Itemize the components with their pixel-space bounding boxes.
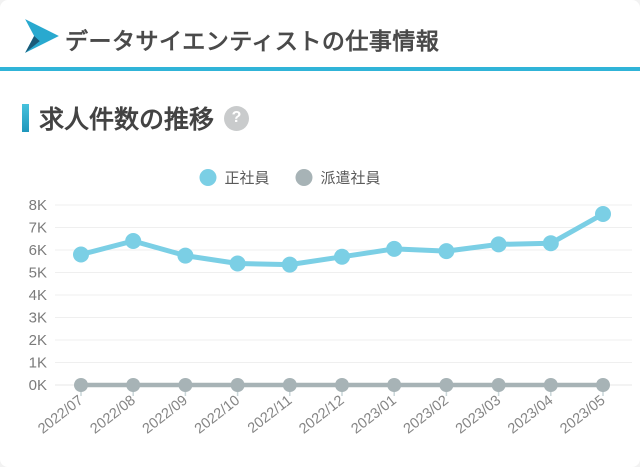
y-axis-tick-label: 6K (29, 242, 47, 259)
data-point[interactable] (229, 255, 246, 272)
data-point[interactable] (542, 235, 559, 252)
x-axis-tick-label: 2023/03 (453, 393, 504, 438)
chart-section-header: 求人件数の推移 ? (22, 100, 250, 136)
y-axis-tick-label: 2K (29, 332, 47, 349)
data-point[interactable] (438, 243, 455, 260)
data-point[interactable] (387, 378, 402, 392)
section-accent-bar (22, 104, 29, 132)
y-axis-tick-label: 4K (29, 287, 47, 304)
data-point[interactable] (386, 240, 403, 257)
header-divider (0, 67, 640, 71)
data-point[interactable] (335, 378, 349, 392)
data-point[interactable] (178, 378, 193, 392)
x-axis-tick-label: 2022/07 (35, 393, 86, 438)
legend-dot-regular-icon (199, 169, 217, 186)
y-axis-tick-label: 1K (29, 355, 47, 372)
x-axis-tick-label: 2022/10 (192, 393, 243, 438)
data-point[interactable] (490, 236, 507, 253)
arrow-logo-icon (25, 19, 59, 53)
x-axis-tick-label: 2023/01 (349, 393, 400, 438)
data-point[interactable] (126, 378, 141, 392)
data-point[interactable] (543, 378, 558, 392)
y-axis-tick-label: 0K (29, 377, 47, 394)
data-point[interactable] (334, 248, 350, 265)
data-point[interactable] (177, 247, 194, 264)
data-point[interactable] (491, 378, 506, 392)
section-title: 求人件数の推移 (39, 106, 215, 134)
data-point[interactable] (595, 206, 611, 222)
data-point[interactable] (230, 378, 245, 392)
data-point[interactable] (73, 246, 89, 263)
legend-label: 派遣社員 (320, 170, 381, 187)
x-axis-tick-label: 2023/05 (557, 393, 608, 438)
legend-item-dispatch[interactable]: 派遣社員 (295, 167, 381, 188)
y-axis-tick-label: 8K (29, 197, 47, 214)
data-point[interactable] (596, 378, 610, 392)
help-icon[interactable]: ? (224, 105, 250, 131)
data-point[interactable] (282, 378, 297, 392)
data-point[interactable] (125, 233, 142, 249)
page-title: データサイエンティストの仕事情報 (65, 28, 440, 54)
x-axis-tick-label: 2022/11 (245, 393, 295, 437)
legend-item-regular[interactable]: 正社員 (199, 167, 270, 188)
y-axis-tick-label: 5K (29, 265, 47, 282)
chart-legend: 正社員 派遣社員 (199, 167, 381, 188)
y-axis-tick-label: 3K (29, 310, 47, 327)
y-axis-tick-label: 7K (29, 220, 47, 237)
x-axis-tick-label: 2023/02 (401, 393, 452, 438)
legend-label: 正社員 (224, 170, 270, 187)
legend-dot-dispatch-icon (295, 169, 313, 186)
data-point[interactable] (439, 378, 454, 392)
x-axis-tick-label: 2022/12 (296, 393, 347, 438)
x-axis-tick-label: 2022/08 (88, 393, 139, 438)
x-axis-tick-label: 2022/09 (140, 393, 191, 438)
data-point[interactable] (74, 378, 88, 392)
x-axis-tick-label: 2023/04 (505, 393, 556, 438)
data-point[interactable] (281, 256, 298, 273)
